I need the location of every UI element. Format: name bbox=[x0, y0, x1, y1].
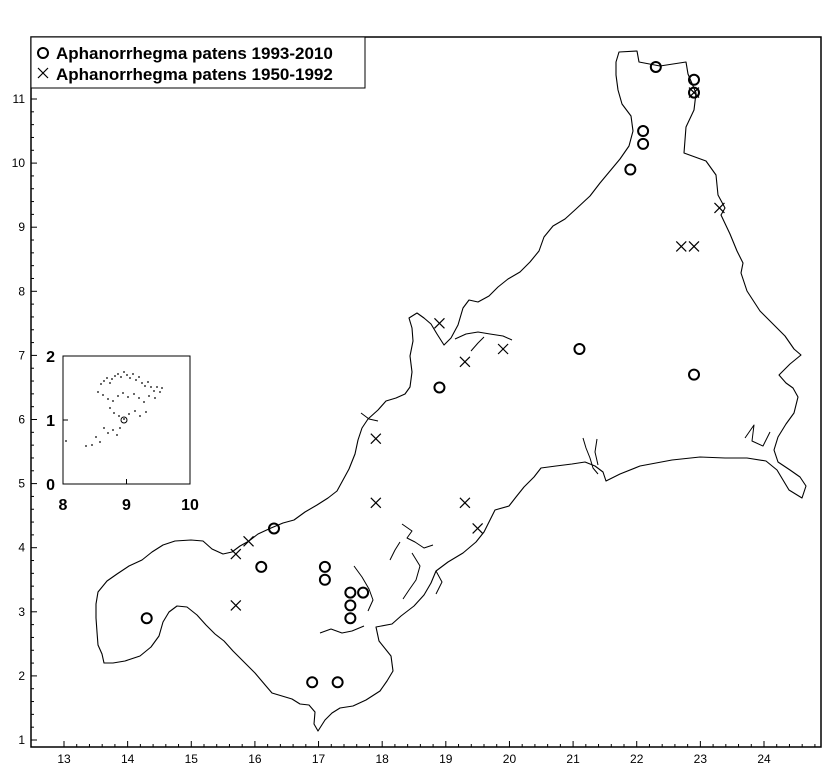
record-circle-marker bbox=[344, 599, 357, 612]
record-circle-marker bbox=[255, 560, 268, 573]
inset-y-tick-label: 2 bbox=[46, 349, 55, 366]
record-circle-marker bbox=[140, 612, 153, 625]
record-circle-marker bbox=[331, 676, 344, 689]
coastline-outline bbox=[95, 50, 807, 732]
record-cross-marker bbox=[459, 497, 471, 509]
legend-box bbox=[30, 36, 366, 89]
y-tick-label: 5 bbox=[18, 477, 25, 491]
x-tick-label: 22 bbox=[630, 752, 644, 766]
record-circle-marker bbox=[688, 368, 700, 381]
x-axis: 13 14 15 16 17 18 19 20 21 22 23 24 bbox=[57, 741, 816, 766]
x-tick-label: 19 bbox=[439, 752, 453, 766]
plot-frame bbox=[30, 36, 822, 748]
record-cross-marker bbox=[370, 497, 382, 509]
record-cross-marker bbox=[230, 599, 242, 611]
record-cross-marker bbox=[230, 548, 242, 560]
y-tick-label: 9 bbox=[18, 220, 25, 234]
legend-cross-label: Aphanorrhegma patens 1950-1992 bbox=[56, 65, 333, 84]
estuary-lines bbox=[319, 331, 771, 634]
record-circle-marker bbox=[357, 586, 370, 599]
x-tick-label: 16 bbox=[248, 752, 262, 766]
legend-circle-symbol bbox=[37, 47, 49, 59]
x-tick-label: 18 bbox=[376, 752, 390, 766]
legend-circle-label: Aphanorrhegma patens 1993-2010 bbox=[56, 44, 333, 63]
record-circle-marker bbox=[624, 163, 637, 176]
y-tick-label: 11 bbox=[13, 92, 26, 106]
record-cross-marker bbox=[243, 535, 254, 547]
record-cross-marker bbox=[497, 343, 509, 355]
y-axis: 1 2 3 4 5 6 7 8 9 10 11 bbox=[12, 47, 37, 747]
inset-x-tick-label: 9 bbox=[122, 497, 131, 514]
record-circle-marker bbox=[268, 522, 280, 535]
y-tick-label: 3 bbox=[18, 605, 25, 619]
x-tick-label: 20 bbox=[503, 752, 517, 766]
y-tick-label: 4 bbox=[18, 541, 25, 555]
legend: Aphanorrhegma patens 1993-2010 Aphanorrh… bbox=[30, 36, 366, 89]
record-circle-marker bbox=[573, 342, 586, 355]
record-circle-marker bbox=[688, 73, 700, 86]
x-tick-label: 13 bbox=[57, 752, 71, 766]
x-tick-label: 14 bbox=[121, 752, 135, 766]
inset-y-tick-label: 0 bbox=[46, 477, 55, 494]
record-cross-marker bbox=[714, 202, 725, 214]
record-markers bbox=[140, 60, 725, 689]
record-cross-marker bbox=[675, 241, 687, 252]
inset-y-tick-label: 1 bbox=[46, 413, 55, 430]
record-cross-marker bbox=[459, 356, 471, 368]
record-circle-marker bbox=[637, 137, 650, 150]
y-tick-label: 7 bbox=[18, 348, 25, 362]
record-circle-marker bbox=[318, 560, 331, 573]
inset-focus-circle bbox=[120, 416, 128, 424]
record-circle-marker bbox=[649, 60, 662, 73]
x-tick-label: 17 bbox=[312, 752, 326, 766]
record-cross-marker bbox=[472, 523, 484, 534]
inset-outline bbox=[65, 371, 163, 447]
inset-x-tick-label: 8 bbox=[59, 497, 68, 514]
x-tick-label: 23 bbox=[694, 752, 708, 766]
record-circle-marker bbox=[344, 586, 357, 599]
record-cross-marker bbox=[688, 87, 700, 99]
y-tick-label: 10 bbox=[12, 156, 26, 170]
y-tick-label: 6 bbox=[18, 413, 25, 427]
record-circle-marker bbox=[433, 381, 446, 394]
record-circle-marker bbox=[306, 676, 319, 689]
inset-x-tick-label: 10 bbox=[181, 497, 199, 514]
y-tick-label: 2 bbox=[18, 669, 25, 683]
inset-axes: 8 9 10 0 1 2 bbox=[46, 349, 199, 514]
y-tick-label: 1 bbox=[18, 733, 25, 747]
record-circle-marker bbox=[318, 573, 331, 586]
y-tick-label: 8 bbox=[18, 284, 25, 298]
x-tick-label: 24 bbox=[757, 752, 771, 766]
record-circle-marker bbox=[344, 612, 357, 625]
legend-cross-symbol bbox=[37, 67, 49, 79]
record-cross-marker bbox=[370, 433, 382, 445]
inset-map: 8 9 10 0 1 2 bbox=[46, 349, 199, 514]
x-tick-label: 15 bbox=[185, 752, 199, 766]
record-circle-marker bbox=[688, 86, 700, 99]
record-cross-marker bbox=[688, 241, 700, 252]
record-cross-marker bbox=[434, 317, 445, 329]
record-circle-marker bbox=[637, 125, 650, 138]
x-tick-label: 21 bbox=[566, 752, 580, 766]
